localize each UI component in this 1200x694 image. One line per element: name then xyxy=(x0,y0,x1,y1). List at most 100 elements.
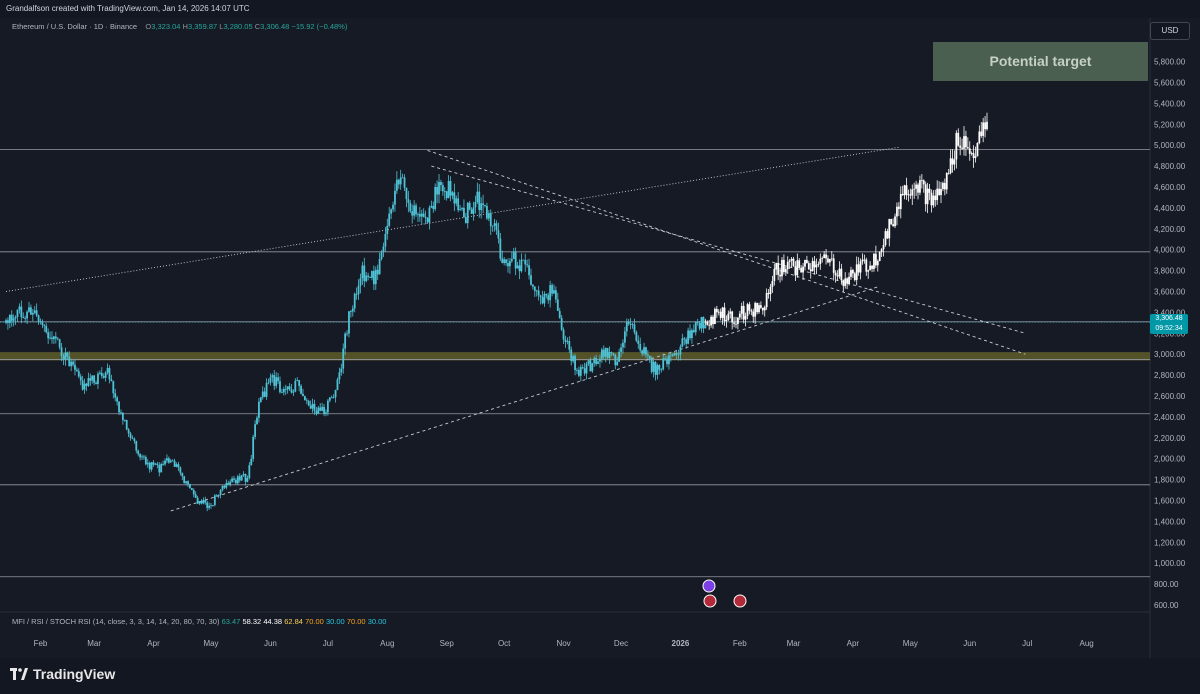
time-tick-label: Aug xyxy=(1080,639,1094,648)
projected-candle xyxy=(737,317,739,324)
historic-candle xyxy=(252,436,255,459)
historic-candle xyxy=(271,375,274,378)
projected-candle xyxy=(905,185,908,196)
historic-candle xyxy=(666,358,668,365)
projected-candle xyxy=(947,172,950,174)
projected-candle xyxy=(871,265,873,269)
projected-candle xyxy=(907,194,910,196)
projected-candle xyxy=(750,310,753,312)
price-tick-label: 1,600.00 xyxy=(1154,497,1186,506)
projected-candle xyxy=(744,315,747,320)
projected-candle xyxy=(798,260,801,268)
historic-candle xyxy=(378,258,381,275)
historic-candle xyxy=(407,199,410,203)
historic-candle xyxy=(212,505,214,506)
historic-candle xyxy=(468,202,471,210)
projected-candle xyxy=(867,270,870,272)
historic-candle xyxy=(691,330,693,339)
historic-candle xyxy=(566,341,569,342)
historic-candle xyxy=(68,356,71,367)
projected-candle xyxy=(848,276,850,284)
historic-candle xyxy=(189,484,191,489)
historic-candle xyxy=(45,325,48,333)
indicator-value: 62.84 xyxy=(284,617,303,626)
historic-candle xyxy=(374,269,377,285)
projected-candle xyxy=(980,131,983,136)
projected-candle xyxy=(892,224,895,227)
historic-candle xyxy=(543,293,546,304)
historic-candle xyxy=(139,454,142,458)
projected-candle xyxy=(874,253,877,266)
projected-candle xyxy=(819,258,822,265)
historic-candle xyxy=(589,360,592,372)
time-tick-label: Mar xyxy=(87,639,101,648)
projected-candle xyxy=(827,258,829,263)
historic-candle xyxy=(116,397,119,402)
price-chart[interactable]: 600.00 800.00 1,000.00 1,200.00 1,400.00 1,60… xyxy=(0,18,1200,658)
historic-candle xyxy=(664,358,667,360)
historic-candle xyxy=(60,347,63,357)
historic-candle xyxy=(83,383,86,390)
historic-candle xyxy=(441,185,444,192)
tradingview-logo[interactable]: TradingView xyxy=(10,666,115,682)
historic-candle xyxy=(677,354,680,356)
historic-candle xyxy=(227,482,230,485)
projected-candle xyxy=(959,145,962,148)
historic-candle xyxy=(248,465,251,479)
projected-candle xyxy=(926,188,929,205)
projected-candle xyxy=(758,305,760,313)
historic-candle xyxy=(127,429,130,434)
potential-target-box[interactable]: Potential target xyxy=(933,42,1148,81)
chart-attribution: Grandalfson created with TradingView.com… xyxy=(0,0,1200,18)
historic-candle xyxy=(476,191,479,203)
historic-candle xyxy=(64,352,67,360)
historic-candle xyxy=(231,478,233,482)
historic-candle xyxy=(133,438,136,441)
projected-candle xyxy=(821,258,824,259)
historic-candle xyxy=(528,265,530,276)
low-label: L xyxy=(219,22,224,31)
historic-candle xyxy=(409,202,412,212)
historic-candle xyxy=(56,338,59,340)
historic-candle xyxy=(505,259,507,264)
historic-candle xyxy=(363,265,366,282)
historic-candle xyxy=(104,372,107,378)
historic-candle xyxy=(235,479,237,484)
price-tick-label: 3,400.00 xyxy=(1154,308,1186,317)
historic-candle xyxy=(526,264,529,266)
historic-candle xyxy=(606,348,609,358)
projected-candle xyxy=(878,251,881,261)
historic-candle xyxy=(158,464,161,473)
projected-candle xyxy=(792,258,795,267)
projected-candle xyxy=(970,153,973,154)
historic-candle xyxy=(177,464,180,468)
time-tick-label: 2026 xyxy=(672,639,690,648)
historic-candle xyxy=(196,497,199,504)
projected-candle xyxy=(710,316,712,326)
currency-button[interactable]: USD xyxy=(1150,22,1190,40)
historic-candle xyxy=(426,217,429,223)
historic-candle xyxy=(121,412,124,421)
projected-candle xyxy=(957,132,960,146)
historic-candle xyxy=(93,375,96,383)
price-tick-label: 1,400.00 xyxy=(1154,517,1186,526)
chart-area[interactable]: 600.00 800.00 1,000.00 1,200.00 1,400.00 1,60… xyxy=(0,18,1200,658)
historic-candle xyxy=(652,361,655,372)
historic-candle xyxy=(501,258,504,263)
time-tick-label: Jun xyxy=(963,639,976,648)
historic-candle xyxy=(579,367,582,376)
historic-candle xyxy=(179,467,182,473)
historic-candle xyxy=(141,456,143,458)
historic-candle xyxy=(74,364,76,370)
projected-candle xyxy=(884,231,887,246)
historic-candle xyxy=(250,458,253,466)
time-tick-label: Jul xyxy=(323,639,333,648)
historic-candle xyxy=(576,369,578,371)
projected-candle xyxy=(754,302,757,317)
historic-candle xyxy=(522,259,525,261)
historic-candle xyxy=(118,401,120,413)
projected-candle xyxy=(917,184,919,193)
price-tick-label: 5,400.00 xyxy=(1154,99,1186,108)
trendline xyxy=(170,285,880,512)
historic-candle xyxy=(581,367,584,369)
